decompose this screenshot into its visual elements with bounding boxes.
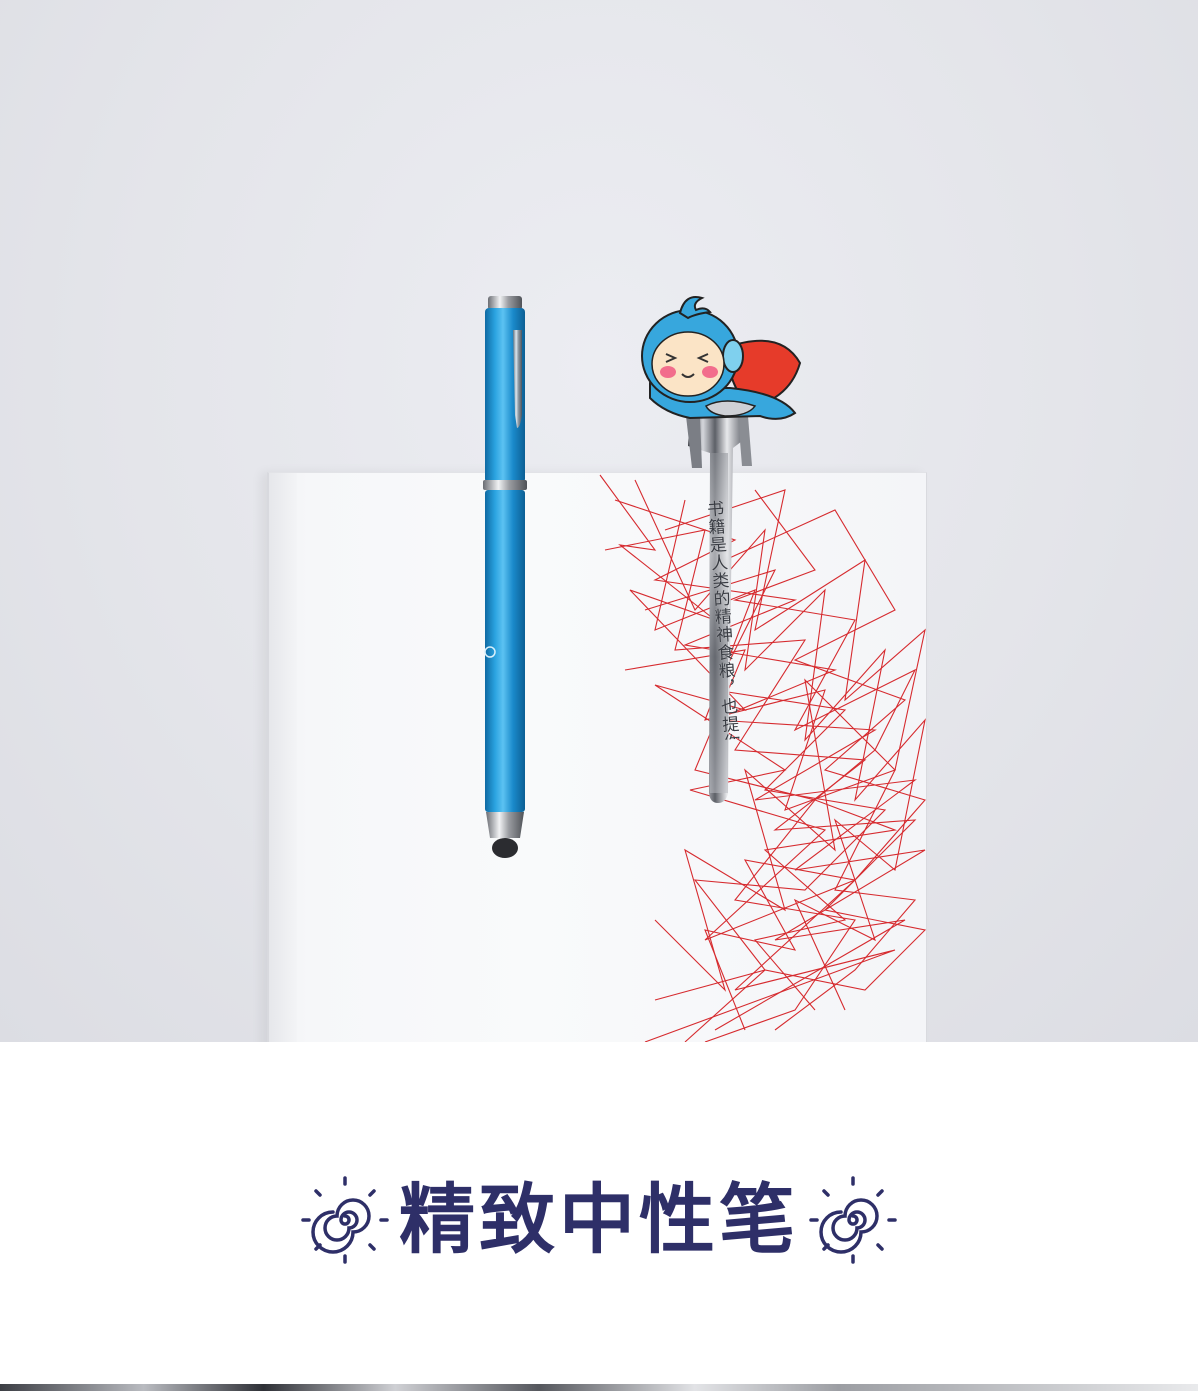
product-photo: 书籍是人类的精神食粮，也提你这么胖~ [0, 0, 1198, 1042]
geometric-line-pattern [599, 474, 927, 1042]
notebook [267, 472, 927, 1042]
swirl-icon [301, 1176, 389, 1264]
next-photo-edge [0, 1384, 1198, 1391]
notebook-spine [269, 473, 297, 1042]
swirl-icon [809, 1176, 897, 1264]
blue-gel-pen [483, 296, 527, 858]
section-heading: 精致中性笔 [0, 1150, 1198, 1290]
section-title: 精致中性笔 [399, 1175, 799, 1264]
mascot-bookmark [641, 296, 802, 803]
